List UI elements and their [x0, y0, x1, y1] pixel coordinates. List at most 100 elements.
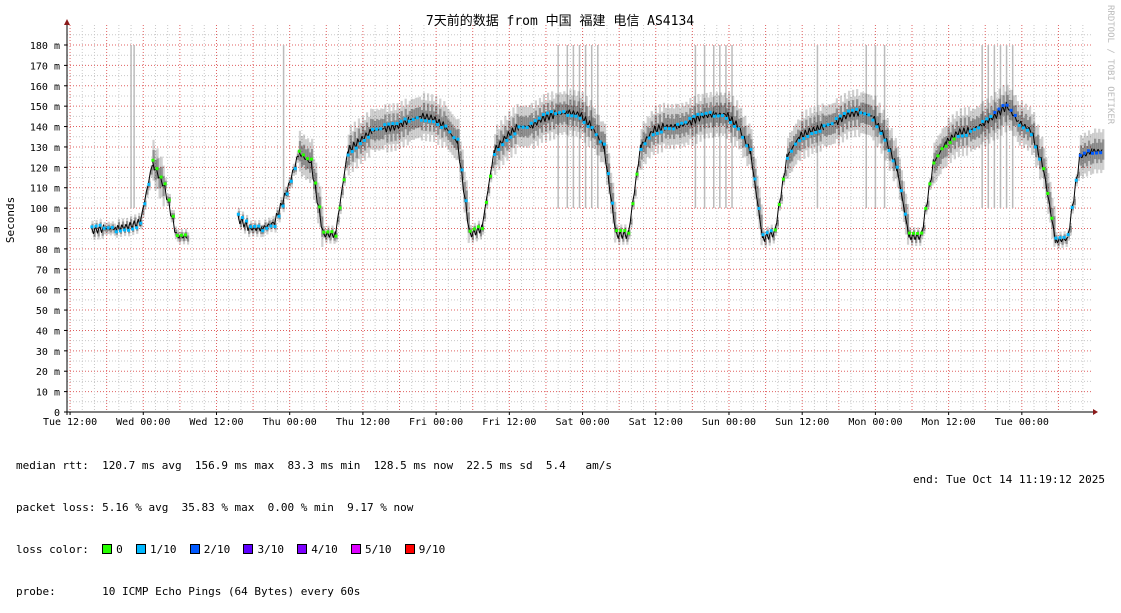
- median-point: [395, 122, 398, 125]
- y-tick-label: 50 m: [36, 306, 60, 317]
- median-point: [920, 232, 923, 235]
- median-point: [408, 120, 411, 123]
- median-point: [115, 230, 118, 233]
- loss-values: 5.16 % avg 35.83 % max 0.00 % min 9.17 %…: [102, 501, 413, 514]
- median-point: [172, 215, 175, 218]
- median-point: [513, 132, 516, 135]
- loss-color-label-item: 2/10: [204, 543, 244, 556]
- median-point: [574, 115, 577, 118]
- median-point: [652, 133, 655, 136]
- median-point: [936, 154, 939, 157]
- median-point: [440, 126, 443, 129]
- median-point: [1058, 236, 1061, 239]
- smoke-slice: [187, 235, 189, 241]
- median-point: [509, 136, 512, 139]
- median-point: [806, 135, 809, 138]
- median-point: [583, 121, 586, 124]
- median-point: [993, 111, 996, 114]
- median-values: 120.7 ms avg 156.9 ms max 83.3 ms min 12…: [102, 459, 612, 472]
- median-point: [339, 206, 342, 209]
- median-point: [261, 229, 264, 232]
- median-point: [741, 136, 744, 139]
- median-point: [961, 134, 964, 137]
- median-point: [497, 148, 500, 151]
- median-point: [351, 150, 354, 153]
- median-point: [570, 114, 573, 117]
- x-tick-label: Sun 00:00: [702, 417, 756, 428]
- median-point: [107, 226, 110, 229]
- median-point: [985, 117, 988, 120]
- median-point: [184, 233, 187, 236]
- median-point: [855, 108, 858, 111]
- median-point: [404, 118, 407, 121]
- median-point: [444, 125, 447, 128]
- median-point: [782, 178, 785, 181]
- median-point: [322, 231, 325, 234]
- median-point: [99, 224, 102, 227]
- median-point: [977, 126, 980, 129]
- median-point: [135, 226, 138, 229]
- median-point: [1095, 151, 1098, 154]
- median-point: [1083, 152, 1086, 155]
- median-point: [1002, 104, 1005, 107]
- y-tick-label: 40 m: [36, 326, 60, 337]
- median-point: [607, 172, 610, 175]
- median-point: [1099, 151, 1102, 154]
- median-point: [103, 227, 106, 230]
- median-point: [416, 116, 419, 119]
- median-point: [249, 225, 252, 228]
- median-point: [94, 225, 97, 228]
- median-point: [90, 225, 93, 228]
- median-point: [875, 125, 878, 128]
- median-point: [127, 229, 130, 232]
- median-point: [745, 144, 748, 147]
- median-point: [916, 232, 919, 235]
- median-point: [237, 213, 240, 216]
- median-point: [839, 115, 842, 118]
- watermark: RRDTOOL / TOBI OETIKER: [1105, 5, 1115, 125]
- x-tick-label: Wed 12:00: [189, 417, 243, 428]
- y-tick-label: 180 m: [30, 41, 60, 52]
- loss-color-swatch: [190, 544, 200, 554]
- median-point: [965, 134, 968, 137]
- median-segment: [834, 123, 836, 124]
- y-tick-label: 30 m: [36, 347, 60, 358]
- y-axis-arrow: [64, 19, 70, 25]
- median-point: [294, 167, 297, 170]
- median-point: [477, 225, 480, 228]
- median-point: [668, 127, 671, 130]
- median-point: [383, 123, 386, 126]
- median-point: [517, 125, 520, 128]
- y-tick-label: 150 m: [30, 102, 60, 113]
- median-point: [733, 125, 736, 128]
- median-point: [1071, 206, 1074, 209]
- median-point: [684, 121, 687, 124]
- median-point: [1006, 104, 1009, 107]
- y-axis-label: Seconds: [4, 197, 17, 243]
- median-point: [241, 216, 244, 219]
- median-point: [155, 167, 158, 170]
- median-point: [473, 227, 476, 230]
- median-point: [1079, 154, 1082, 157]
- median-point: [635, 173, 638, 176]
- median-point: [871, 119, 874, 122]
- x-tick-label: Tue 00:00: [995, 417, 1049, 428]
- median-point: [1046, 192, 1049, 195]
- median-point: [749, 148, 752, 151]
- axes: 010 m20 m30 m40 m50 m60 m70 m80 m90 m100…: [30, 19, 1098, 428]
- median-point: [851, 109, 854, 112]
- median-point: [656, 132, 659, 135]
- median-point: [823, 124, 826, 127]
- x-tick-label: Thu 00:00: [263, 417, 317, 428]
- median-point: [330, 230, 333, 233]
- x-tick-label: Mon 12:00: [922, 417, 976, 428]
- median-point: [265, 227, 268, 230]
- median-point: [530, 122, 533, 125]
- median-point: [912, 232, 915, 235]
- y-tick-label: 140 m: [30, 123, 60, 134]
- loss-color-swatch: [405, 544, 415, 554]
- median-segment: [163, 185, 165, 186]
- median-point: [672, 127, 675, 130]
- median-segment: [651, 132, 653, 133]
- end-time: end: Tue Oct 14 11:19:12 2025: [913, 473, 1105, 486]
